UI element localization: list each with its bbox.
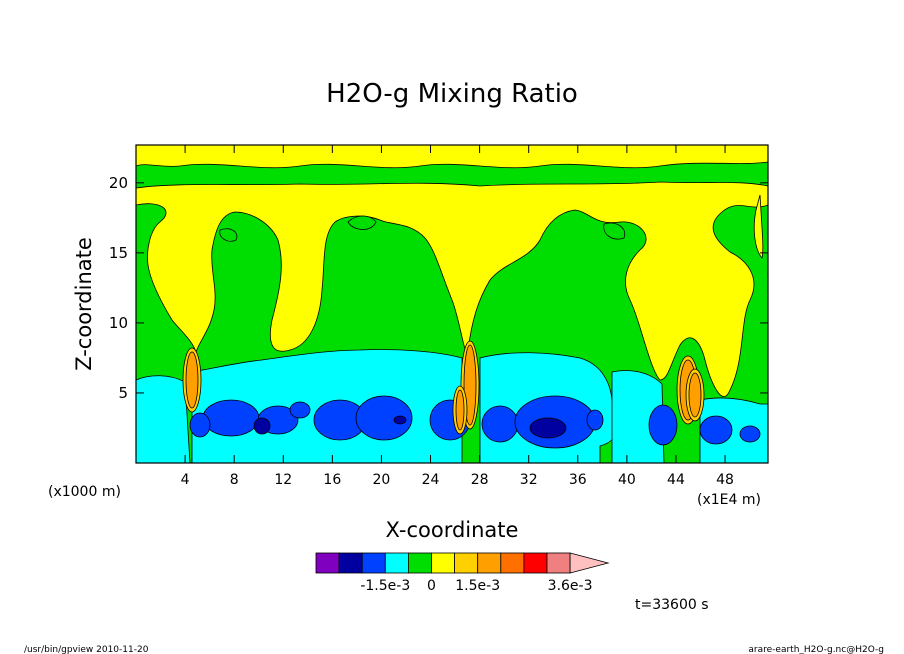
contour-blue	[202, 399, 260, 437]
x-unit-right: (x1E4 m)	[697, 492, 761, 508]
contour-green-island	[219, 228, 238, 242]
contour-yellow	[753, 194, 764, 259]
x-tick-label: 40	[618, 472, 636, 488]
contour-blue	[699, 415, 733, 445]
footer-left: /usr/bin/gpview 2010-11-20	[24, 645, 149, 654]
contour-blue	[355, 395, 413, 441]
contour-cyan	[699, 397, 768, 463]
legend-swatch	[315, 552, 340, 574]
contour-blue	[648, 404, 678, 446]
legend-swatch	[431, 552, 456, 574]
legend-label: 1.5e-3	[455, 578, 500, 594]
contour-dark-blue	[529, 417, 567, 439]
x-tick-label: 32	[520, 472, 538, 488]
contour-cyan	[611, 370, 665, 463]
y-tick-label: 15	[109, 244, 128, 262]
legend-label: 3.6e-3	[548, 578, 593, 594]
contour-cyan	[136, 375, 191, 463]
plot-area	[136, 145, 768, 463]
x-tick-label: 24	[422, 472, 440, 488]
legend-swatch	[361, 552, 386, 574]
legend-label: -1.5e-3	[360, 578, 410, 594]
legend-swatch	[384, 552, 409, 574]
x-tick-label: 12	[274, 472, 292, 488]
x-tick-label: 44	[667, 472, 685, 488]
contour-blue	[481, 405, 519, 443]
footer-right: arare-earth_H2O-g.nc@H2O-g	[748, 645, 884, 654]
contour-orange	[455, 389, 465, 431]
x-tick-label: 8	[230, 472, 239, 488]
legend-swatch	[500, 552, 525, 574]
legend-label: 0	[427, 578, 436, 594]
contour-orange	[185, 351, 199, 409]
y-tick-label: 10	[109, 314, 128, 332]
x-tick-label: 48	[716, 472, 734, 488]
contour-dark-blue	[253, 417, 271, 435]
contour-green-island	[347, 215, 377, 230]
legend-swatch	[546, 552, 571, 574]
contour-blue	[289, 401, 311, 419]
plot-border	[135, 144, 769, 464]
x-axis-label: X-coordinate	[386, 518, 519, 542]
legend-swatch	[477, 552, 502, 574]
contour-green-island	[603, 222, 626, 240]
legend-swatch	[338, 552, 363, 574]
contour-blue	[586, 409, 604, 431]
x-unit-left: (x1000 m)	[48, 484, 121, 500]
legend-swatch	[407, 552, 432, 574]
contour-orange	[688, 372, 702, 418]
contour-dark-blue	[393, 415, 407, 425]
legend-swatch	[454, 552, 479, 574]
x-tick-label: 28	[471, 472, 489, 488]
x-tick-label: 36	[569, 472, 587, 488]
contour-yellow	[136, 181, 768, 397]
y-tick-label: 5	[118, 384, 128, 402]
time-label: t=33600 s	[635, 597, 709, 613]
x-tick-label: 20	[373, 472, 391, 488]
x-tick-label: 4	[181, 472, 190, 488]
x-tick-label: 16	[323, 472, 341, 488]
contour-yellow	[136, 145, 768, 169]
legend-swatch	[523, 552, 548, 574]
chart-title: H2O-g Mixing Ratio	[326, 79, 578, 109]
y-tick-label: 20	[109, 174, 128, 192]
legend-arrow	[569, 552, 610, 574]
contour-blue	[189, 412, 211, 438]
y-axis-label: Z-coordinate	[72, 237, 96, 371]
contour-blue	[739, 425, 761, 443]
